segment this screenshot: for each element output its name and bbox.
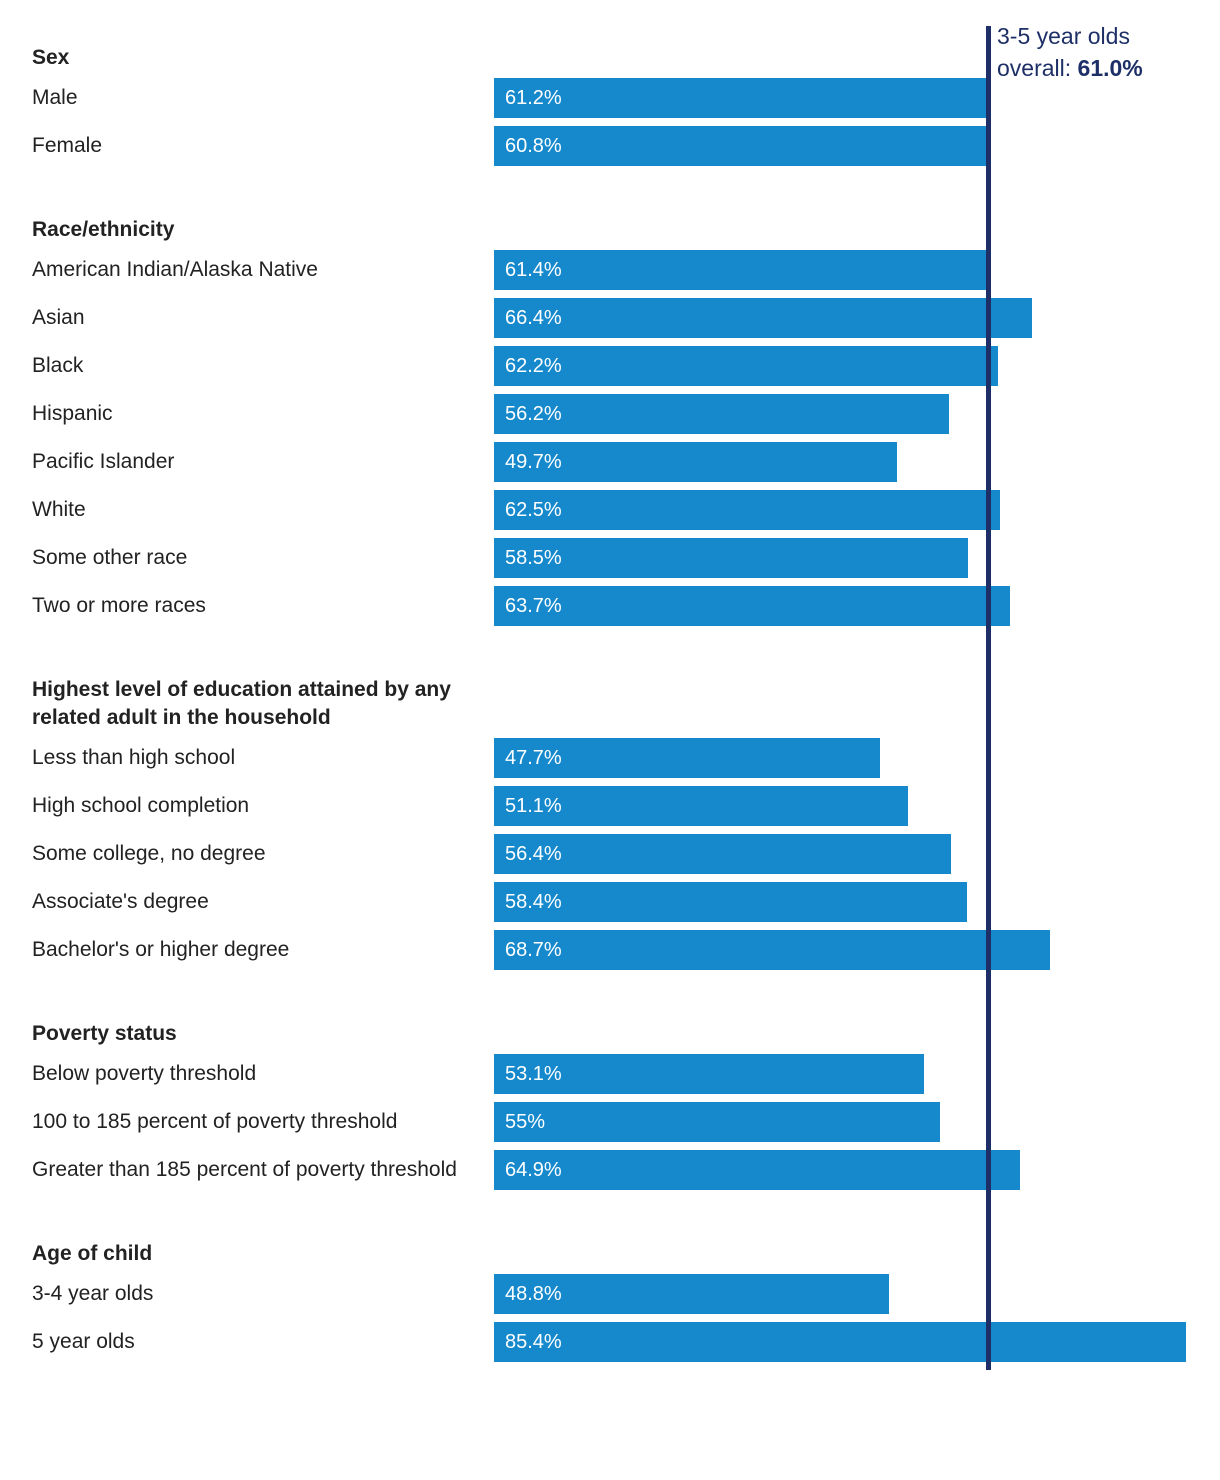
bar[interactable]	[494, 834, 951, 874]
bar-value-label: 47.7%	[505, 747, 562, 769]
bar-value-label: 51.1%	[505, 795, 562, 817]
group-title: Highest level of education attained by a…	[32, 678, 451, 729]
category-label: American Indian/Alaska Native	[32, 258, 318, 281]
category-label: Asian	[32, 306, 85, 329]
category-label: White	[32, 498, 86, 521]
category-label: 3-4 year olds	[32, 1282, 154, 1305]
bar-value-label: 56.4%	[505, 843, 562, 865]
bar[interactable]	[494, 1322, 1186, 1362]
bar[interactable]	[494, 394, 949, 434]
bar-value-label: 61.2%	[505, 87, 562, 109]
category-label: Female	[32, 134, 103, 157]
group-title: Sex	[32, 46, 70, 69]
bar[interactable]	[494, 586, 1010, 626]
group-title: Age of child	[32, 1242, 153, 1265]
bar-value-label: 48.8%	[505, 1283, 562, 1305]
category-label: 5 year olds	[32, 1330, 135, 1353]
bar[interactable]	[494, 1102, 940, 1142]
bar[interactable]	[494, 126, 986, 166]
bar-value-label: 55%	[505, 1111, 546, 1133]
bar[interactable]	[494, 442, 897, 482]
bar-value-label: 60.8%	[505, 135, 562, 157]
category-label: 100 to 185 percent of poverty threshold	[32, 1110, 398, 1133]
bar-value-label: 58.5%	[505, 547, 562, 569]
bar-value-label: 49.7%	[505, 451, 562, 473]
category-label: Two or more races	[32, 594, 206, 617]
bar-value-label: 68.7%	[505, 939, 562, 961]
reference-label: 3-5 year olds overall: 61.0%	[997, 20, 1143, 84]
reference-value: 61.0%	[1077, 55, 1143, 81]
reference-label-line2: overall: 61.0%	[997, 52, 1143, 84]
bar[interactable]	[494, 250, 991, 290]
bar-value-label: 85.4%	[505, 1331, 562, 1353]
bar[interactable]	[494, 346, 998, 386]
category-label: Below poverty threshold	[32, 1062, 257, 1085]
category-label: Less than high school	[32, 746, 236, 769]
bar-value-label: 62.2%	[505, 355, 562, 377]
category-label: Hispanic	[32, 402, 113, 425]
bar[interactable]	[494, 490, 1000, 530]
reference-line	[986, 26, 991, 1370]
bar-value-label: 62.5%	[505, 499, 562, 521]
bar[interactable]	[494, 1274, 889, 1314]
category-label: Associate's degree	[32, 890, 209, 913]
bar[interactable]	[494, 298, 1032, 338]
bar-value-label: 63.7%	[505, 595, 562, 617]
category-label: Pacific Islander	[32, 450, 175, 473]
category-label: Bachelor's or higher degree	[32, 938, 290, 961]
category-label: High school completion	[32, 794, 250, 817]
bar-value-label: 58.4%	[505, 891, 562, 913]
group-title: Race/ethnicity	[32, 218, 175, 241]
reference-label-prefix: overall:	[997, 55, 1078, 81]
group-title: Poverty status	[32, 1022, 177, 1045]
category-label: Black	[32, 354, 84, 377]
bar-value-label: 66.4%	[505, 307, 562, 329]
bar-value-label: 56.2%	[505, 403, 562, 425]
bar[interactable]	[494, 538, 968, 578]
category-label: Some other race	[32, 546, 188, 569]
reference-label-line1: 3-5 year olds	[997, 23, 1130, 49]
category-label: Greater than 185 percent of poverty thre…	[32, 1158, 457, 1181]
bar-value-label: 64.9%	[505, 1159, 562, 1181]
bar[interactable]	[494, 1150, 1020, 1190]
bar[interactable]	[494, 1054, 924, 1094]
bar-value-label: 53.1%	[505, 1063, 562, 1085]
category-label: Male	[32, 86, 78, 109]
category-label: Some college, no degree	[32, 842, 266, 865]
bar[interactable]	[494, 738, 880, 778]
bar[interactable]	[494, 786, 908, 826]
bar[interactable]	[494, 930, 1050, 970]
bar[interactable]	[494, 78, 990, 118]
bar-value-label: 61.4%	[505, 259, 562, 281]
bar[interactable]	[494, 882, 967, 922]
